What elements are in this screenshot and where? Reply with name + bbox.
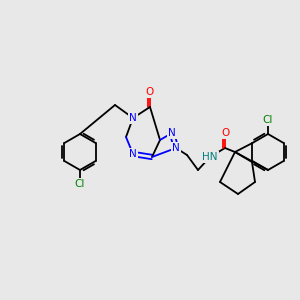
Text: N: N <box>168 128 176 138</box>
Text: N: N <box>129 113 137 123</box>
Text: O: O <box>221 128 229 138</box>
Text: HN: HN <box>202 152 218 162</box>
Text: Cl: Cl <box>75 179 85 189</box>
Text: N: N <box>129 149 137 159</box>
Text: O: O <box>146 87 154 97</box>
Text: Cl: Cl <box>263 115 273 125</box>
Text: N: N <box>172 143 180 153</box>
